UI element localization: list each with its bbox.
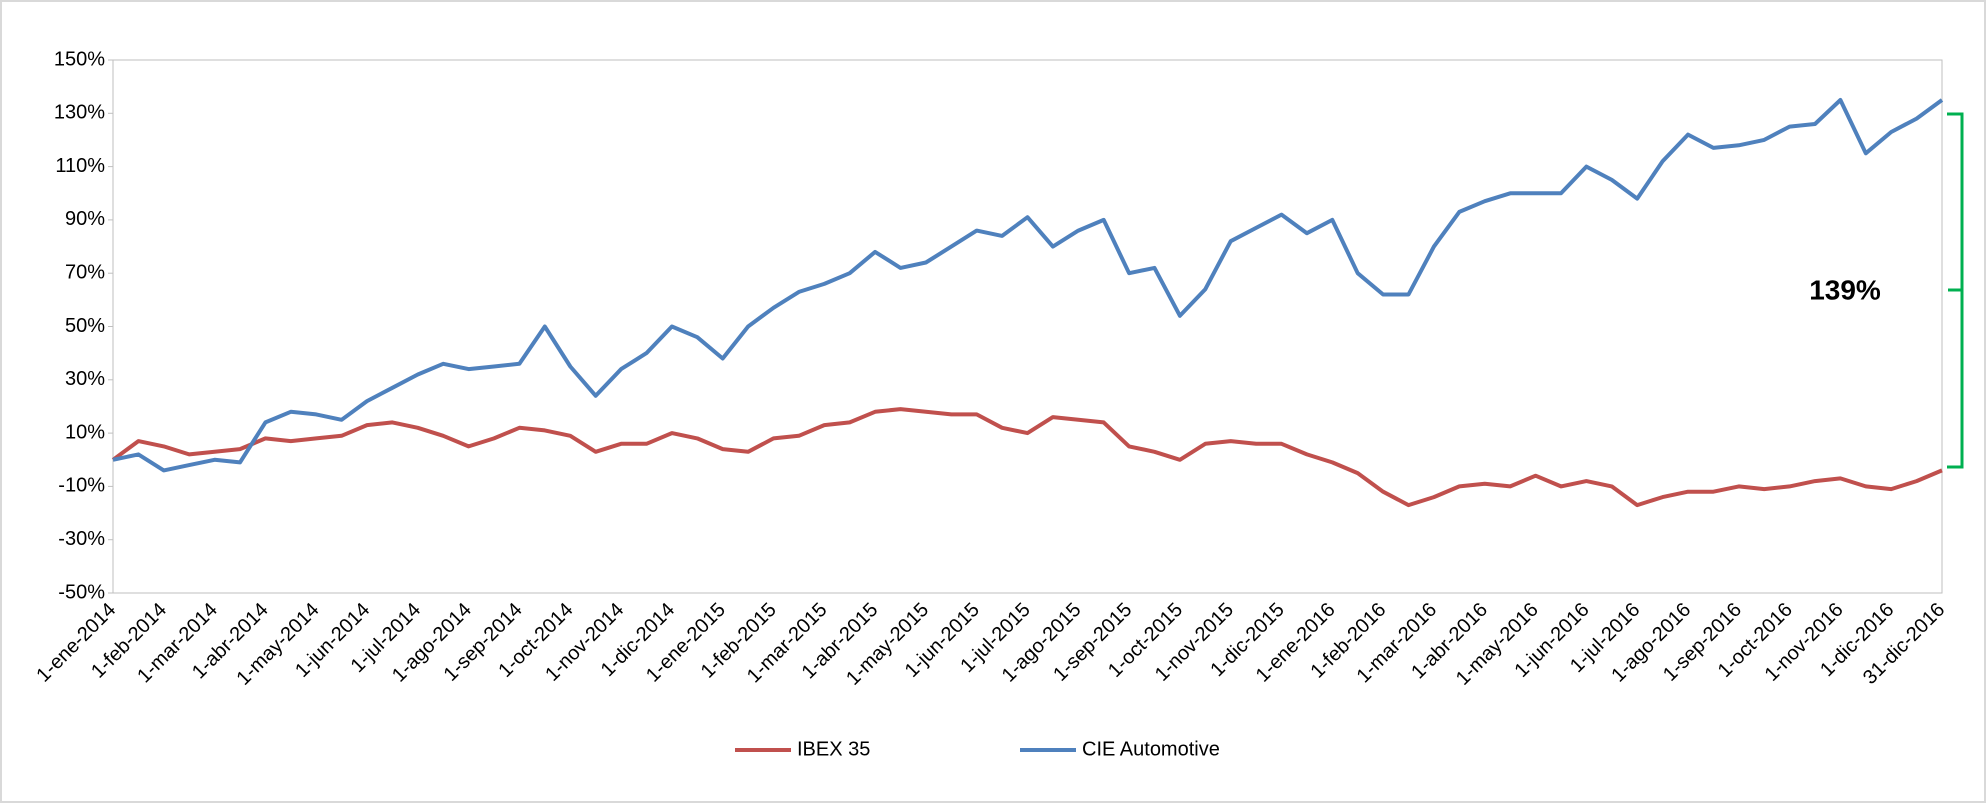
- y-tick-label: 110%: [55, 155, 105, 177]
- y-tick-label: -50%: [58, 581, 105, 603]
- annotation: 139%: [1809, 274, 1881, 305]
- y-tick-label: -30%: [58, 528, 105, 550]
- y-tick-label: 50%: [65, 315, 105, 337]
- y-tick-label: 130%: [54, 102, 105, 124]
- line-series: [112, 98, 1944, 473]
- bracket: [1947, 112, 1964, 469]
- legend-label: IBEX 35: [797, 738, 870, 760]
- y-tick-label: 10%: [65, 421, 105, 443]
- legend-label: CIE Automotive: [1082, 738, 1220, 760]
- y-tick-label: -10%: [58, 475, 105, 497]
- line-series: [111, 407, 1943, 508]
- y-tick-label: 150%: [54, 48, 105, 70]
- y-tick-label: 70%: [65, 261, 105, 283]
- y-tick-label: 90%: [65, 208, 105, 230]
- y-tick-label: 30%: [65, 368, 105, 390]
